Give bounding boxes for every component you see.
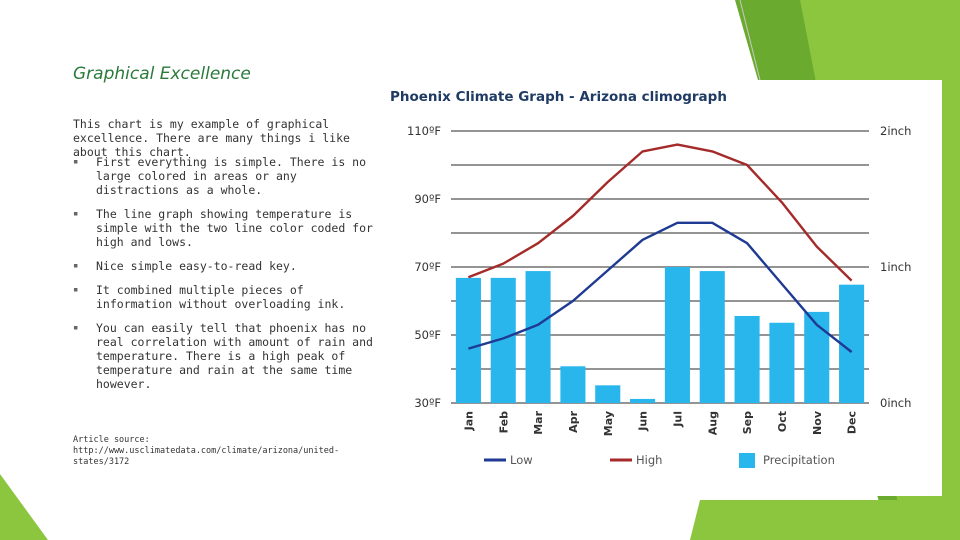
bullet-text: It combined multiple pieces of informati… — [96, 283, 346, 311]
bullet-item: ▪ The line graph showing temperature is s… — [73, 207, 383, 249]
precipitation-bar — [804, 311, 830, 403]
bullet-text: Nice simple easy-to-read key. — [96, 259, 297, 273]
category-label: Nov — [811, 410, 824, 435]
chart-legend: Low High Precipitation — [484, 453, 835, 468]
left-tick-label: 90ºF — [414, 192, 441, 206]
precipitation-bar — [769, 322, 795, 403]
series-line-low — [468, 221, 853, 353]
precipitation-bar — [595, 385, 621, 403]
chart-card: Phoenix Climate Graph - Arizona climogra… — [382, 80, 942, 496]
right-tick-label: 0inch — [880, 396, 911, 410]
category-label: Feb — [497, 411, 510, 434]
category-label: Dec — [846, 411, 859, 434]
legend-label-precipitation: Precipitation — [763, 453, 835, 467]
bullet-marker: ▪ — [73, 157, 79, 167]
bullet-item: ▪ You can easily tell that phoenix has no… — [73, 321, 383, 391]
bullet-text: You can easily tell that phoenix has no … — [96, 321, 373, 391]
bullet-text: First everything is simple. There is no … — [96, 155, 367, 197]
corner-shape-bottom-right — [690, 500, 960, 540]
category-label: Oct — [776, 411, 789, 432]
chart-grid — [451, 130, 869, 404]
legend-label-low: Low — [510, 453, 533, 467]
category-label: Jul — [671, 411, 684, 428]
bullet-marker: ▪ — [73, 323, 79, 333]
precipitation-bar — [560, 366, 586, 403]
bullet-item: ▪ Nice simple easy-to-read key. — [73, 259, 383, 273]
deco-line — [739, 0, 761, 81]
precipitation-bar — [455, 277, 481, 403]
precipitation-bar — [699, 271, 725, 403]
precipitation-bar — [630, 398, 656, 403]
chart-title: Phoenix Climate Graph - Arizona climogra… — [390, 89, 727, 105]
bullet-text: The line graph showing temperature is si… — [96, 207, 373, 249]
series-line-high — [467, 143, 853, 282]
axis-ticks: 30ºF 50ºF 70ºF 90ºF 110ºF 0inch 1inch 2inch — [407, 124, 911, 410]
precipitation-bar — [734, 315, 760, 403]
precipitation-bar — [839, 284, 865, 403]
bullet-marker: ▪ — [73, 209, 79, 219]
category-label: Jun — [637, 411, 650, 432]
precipitation-bar — [525, 271, 551, 403]
climate-chart: Phoenix Climate Graph - Arizona climogra… — [390, 89, 911, 468]
category-label: Apr — [567, 410, 580, 432]
category-label: Jan — [462, 411, 475, 431]
bullet-item: ▪ It combined multiple pieces of informat… — [73, 283, 383, 311]
category-label: May — [602, 411, 615, 436]
left-tick-label: 110ºF — [407, 124, 441, 138]
bullet-item: ▪ First everything is simple. There is no… — [73, 155, 383, 197]
legend-swatch-precipitation — [739, 453, 755, 468]
right-tick-label: 1inch — [880, 260, 911, 274]
right-tick-label: 2inch — [880, 124, 911, 138]
corner-shape-bottom-left — [0, 474, 48, 540]
category-label: Mar — [532, 410, 545, 434]
article-source: Article source: http://www.usclimatedata… — [73, 435, 340, 467]
left-tick-label: 50ºF — [414, 328, 441, 342]
category-label: Aug — [706, 411, 719, 435]
slide-title: Graphical Excellence — [73, 64, 251, 84]
bullet-list: ▪ First everything is simple. There is no… — [73, 155, 383, 401]
legend-label-high: High — [636, 453, 662, 467]
category-label: Sep — [741, 411, 754, 434]
intro-text: This chart is my example of graphical ex… — [73, 117, 350, 159]
precipitation-bars — [455, 267, 865, 403]
category-labels: Jan Feb Mar Apr May Jun Jul Aug Sep Oct Nov Dec — [462, 410, 858, 436]
precipitation-bar — [664, 267, 690, 403]
left-tick-label: 30ºF — [414, 396, 441, 410]
temperature-lines — [467, 143, 853, 353]
left-tick-label: 70ºF — [414, 260, 441, 274]
bullet-marker: ▪ — [73, 261, 79, 271]
bullet-marker: ▪ — [73, 285, 79, 295]
